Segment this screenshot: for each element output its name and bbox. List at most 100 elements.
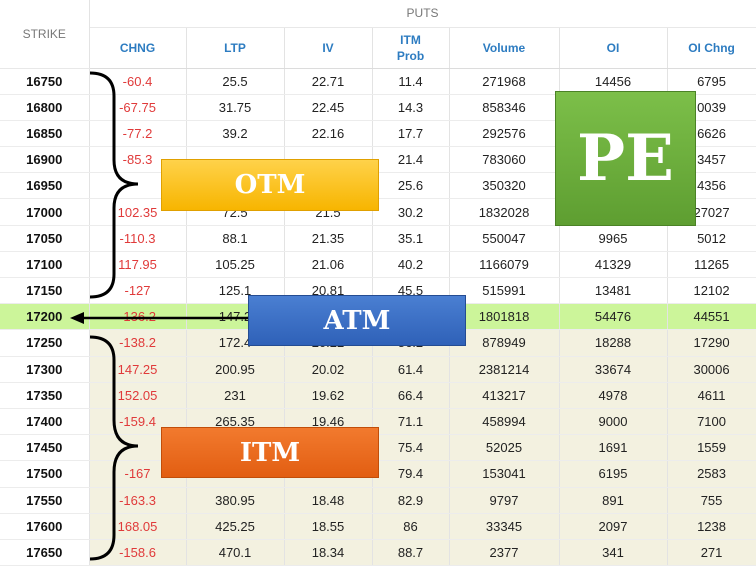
oi-chng-cell: 12102 <box>667 277 756 305</box>
itm-prob-cell: 30.2 <box>372 198 450 226</box>
oi-chng-cell: 6795 <box>667 68 756 95</box>
strike-cell[interactable]: 17150 <box>0 277 90 305</box>
header-group-row: STRIKE PUTS <box>0 0 756 69</box>
ltp-cell: 31.75 <box>186 94 285 121</box>
ltp-cell: 88.1 <box>186 225 285 252</box>
strike-cell[interactable]: 16950 <box>0 172 90 200</box>
oi-column-header[interactable]: OI <box>559 27 668 69</box>
oi-cell: 33674 <box>559 356 668 383</box>
volume-cell: 52025 <box>449 434 560 462</box>
itm-prob-cell: 14.3 <box>372 94 450 121</box>
volume-cell: 153041 <box>449 460 560 488</box>
strike-cell[interactable]: 16850 <box>0 120 90 148</box>
strike-cell[interactable]: 17500 <box>0 460 90 488</box>
strike-cell[interactable]: 17200 <box>0 303 90 331</box>
oi-chng-cell: 4356 <box>667 172 756 200</box>
itm-prob-cell: 25.6 <box>372 172 450 200</box>
strike-cell[interactable]: 17550 <box>0 487 90 514</box>
iv-cell: 19.62 <box>284 382 373 409</box>
oi-cell: 2097 <box>559 513 668 540</box>
chng-column-header[interactable]: CHNG <box>89 27 187 69</box>
volume-cell: 878949 <box>449 329 560 357</box>
table-row: 17100 117.95 105.25 21.06 40.2 1166079 41329 11… <box>0 251 756 279</box>
strike-cell[interactable]: 17050 <box>0 225 90 252</box>
oi-chng-cell: 755 <box>667 487 756 514</box>
ltp-cell: 380.95 <box>186 487 285 514</box>
table-row: 17050 -110.3 88.1 21.35 35.1 550047 9965 5012 <box>0 225 756 252</box>
strike-cell[interactable]: 17250 <box>0 329 90 357</box>
volume-cell: 515991 <box>449 277 560 305</box>
chng-cell: -158.6 <box>89 539 187 567</box>
oi-chng-cell: 271 <box>667 539 756 567</box>
chng-cell: -67.75 <box>89 94 187 121</box>
chng-cell: -127 <box>89 277 187 305</box>
oi-cell: 4978 <box>559 382 668 409</box>
table-row: 17650 -158.6 470.1 18.34 88.7 2377 341 271 <box>0 539 756 567</box>
strike-cell[interactable]: 16900 <box>0 146 90 174</box>
strike-cell[interactable]: 16800 <box>0 94 90 121</box>
chng-cell: -110.3 <box>89 225 187 252</box>
strike-cell[interactable]: 17400 <box>0 408 90 436</box>
volume-column-header[interactable]: Volume <box>449 27 560 69</box>
ltp-column-header[interactable]: LTP <box>186 27 285 69</box>
oi-chng-cell: 7100 <box>667 408 756 436</box>
chng-cell: -136.2 <box>89 303 187 331</box>
oi-chng-cell: 2583 <box>667 460 756 488</box>
oi-chng-column-header[interactable]: OI Chng <box>667 27 756 69</box>
table-row: 17350 152.05 231 19.62 66.4 413217 4978 4611 <box>0 382 756 409</box>
oi-cell: 9000 <box>559 408 668 436</box>
oi-chng-cell: 1238 <box>667 513 756 540</box>
itm-prob-cell: 11.4 <box>372 68 450 95</box>
itm-prob-cell: 79.4 <box>372 460 450 488</box>
oi-cell: 891 <box>559 487 668 514</box>
ltp-cell: 200.95 <box>186 356 285 383</box>
volume-cell: 1801818 <box>449 303 560 331</box>
strike-cell[interactable]: 17600 <box>0 513 90 540</box>
oi-cell: 13481 <box>559 277 668 305</box>
itm-prob-column-header[interactable]: ITM Prob <box>372 27 450 69</box>
table-row: 17550 -163.3 380.95 18.48 82.9 9797 891 755 <box>0 487 756 514</box>
strike-cell[interactable]: 16750 <box>0 68 90 95</box>
volume-cell: 292576 <box>449 120 560 148</box>
strike-cell[interactable]: 17650 <box>0 539 90 567</box>
iv-cell: 21.35 <box>284 225 373 252</box>
otm-label: OTM <box>161 159 379 211</box>
oi-chng-cell: 1559 <box>667 434 756 462</box>
strike-column-header[interactable]: STRIKE <box>0 0 90 69</box>
oi-chng-cell: 5012 <box>667 225 756 252</box>
volume-cell: 33345 <box>449 513 560 540</box>
iv-cell: 22.71 <box>284 68 373 95</box>
chng-cell: 152.05 <box>89 382 187 409</box>
strike-cell[interactable]: 17350 <box>0 382 90 409</box>
iv-column-header[interactable]: IV <box>284 27 373 69</box>
table-row: 17600 168.05 425.25 18.55 86 33345 2097 1238 <box>0 513 756 540</box>
strike-cell[interactable]: 17000 <box>0 198 90 226</box>
volume-cell: 1832028 <box>449 198 560 226</box>
itm-label: ITM <box>161 427 379 478</box>
chng-cell: -138.2 <box>89 329 187 357</box>
atm-label: ATM <box>248 295 466 346</box>
strike-cell[interactable]: 17450 <box>0 434 90 462</box>
volume-cell: 9797 <box>449 487 560 514</box>
volume-cell: 458994 <box>449 408 560 436</box>
puts-group-header: PUTS <box>89 0 756 28</box>
iv-cell: 22.16 <box>284 120 373 148</box>
iv-cell: 18.48 <box>284 487 373 514</box>
chng-cell: -163.3 <box>89 487 187 514</box>
itm-prob-cell: 21.4 <box>372 146 450 174</box>
volume-cell: 350320 <box>449 172 560 200</box>
oi-chng-cell: 11265 <box>667 251 756 279</box>
volume-cell: 2381214 <box>449 356 560 383</box>
chng-cell: -60.4 <box>89 68 187 95</box>
column-header-row: CHNG LTP IV ITM Prob Volume OI OI Chng <box>0 27 756 69</box>
strike-cell[interactable]: 17300 <box>0 356 90 383</box>
strike-cell[interactable]: 17100 <box>0 251 90 279</box>
itm-prob-cell: 61.4 <box>372 356 450 383</box>
iv-cell: 18.34 <box>284 539 373 567</box>
itm-prob-cell: 88.7 <box>372 539 450 567</box>
chng-cell: -77.2 <box>89 120 187 148</box>
ltp-cell: 39.2 <box>186 120 285 148</box>
ltp-cell: 25.5 <box>186 68 285 95</box>
oi-cell: 41329 <box>559 251 668 279</box>
